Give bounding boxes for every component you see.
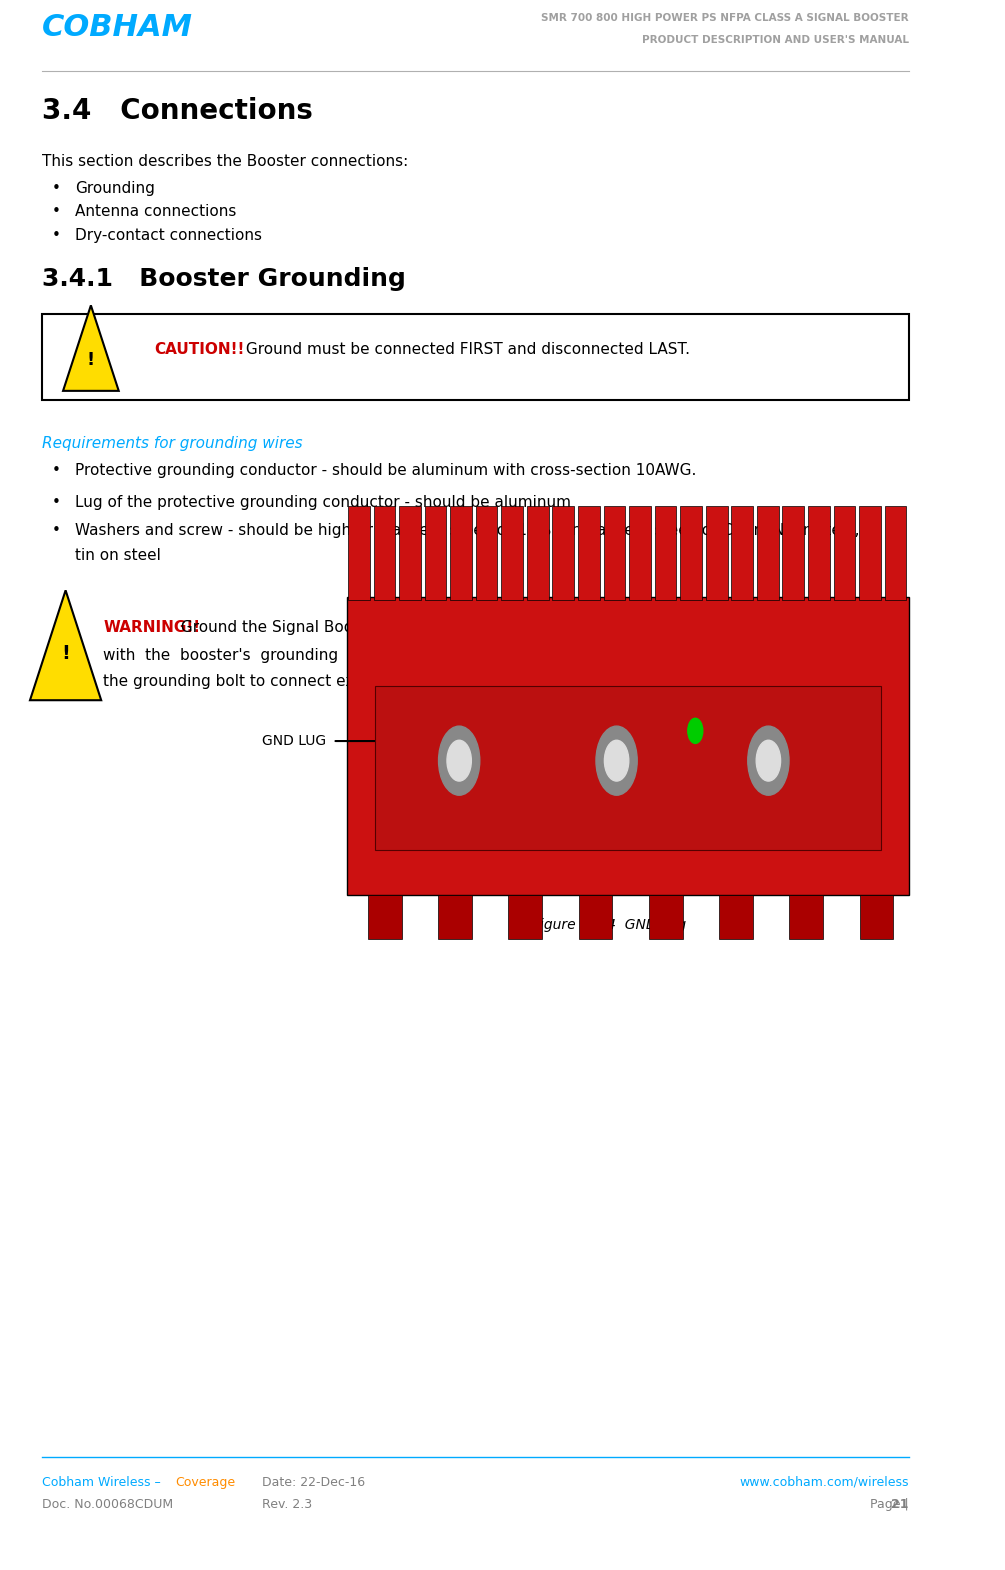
FancyBboxPatch shape [654, 506, 676, 600]
FancyBboxPatch shape [757, 506, 779, 600]
Circle shape [447, 739, 471, 780]
FancyBboxPatch shape [783, 506, 804, 600]
Text: CAUTION!!: CAUTION!! [155, 342, 245, 356]
Text: Figure  3-14  GND Lug: Figure 3-14 GND Lug [532, 918, 686, 933]
Circle shape [687, 719, 702, 744]
FancyBboxPatch shape [808, 506, 830, 600]
Text: 3.4.1   Booster Grounding: 3.4.1 Booster Grounding [42, 267, 406, 290]
Text: Grounding: Grounding [75, 181, 155, 196]
Text: Rev. 2.3: Rev. 2.3 [262, 1498, 313, 1510]
Text: Ground the Signal Booster: Ground the Signal Booster [176, 620, 383, 636]
FancyBboxPatch shape [720, 895, 753, 939]
Text: 3.4   Connections: 3.4 Connections [42, 97, 313, 126]
Text: Protective grounding conductor - should be aluminum with cross-section 10AWG.: Protective grounding conductor - should … [75, 463, 696, 479]
FancyBboxPatch shape [579, 895, 612, 939]
Text: Ground must be connected FIRST and disconnected LAST.: Ground must be connected FIRST and disco… [241, 342, 689, 356]
FancyBboxPatch shape [347, 597, 909, 895]
Text: WARNING!!: WARNING!! [104, 620, 200, 636]
Text: tin on steel: tin on steel [75, 548, 161, 564]
Text: Page |: Page | [869, 1498, 913, 1510]
FancyBboxPatch shape [680, 506, 701, 600]
FancyBboxPatch shape [859, 895, 893, 939]
Text: GND LUG: GND LUG [262, 735, 327, 747]
Text: www.cobham.com/wireless: www.cobham.com/wireless [740, 1476, 909, 1488]
FancyBboxPatch shape [859, 506, 880, 600]
Text: !: ! [61, 644, 70, 663]
Text: •: • [51, 228, 60, 243]
Text: Lug of the protective grounding conductor - should be aluminum: Lug of the protective grounding conducto… [75, 495, 571, 510]
FancyBboxPatch shape [604, 506, 625, 600]
FancyBboxPatch shape [374, 506, 395, 600]
FancyBboxPatch shape [884, 506, 907, 600]
FancyBboxPatch shape [425, 506, 446, 600]
Text: This section describes the Booster connections:: This section describes the Booster conne… [42, 154, 408, 170]
FancyBboxPatch shape [375, 686, 880, 851]
Text: Washers and screw - should be high Cr stainless steel, or 12%  Cr stainless stee: Washers and screw - should be high Cr st… [75, 523, 859, 539]
Circle shape [756, 739, 781, 780]
FancyBboxPatch shape [706, 506, 728, 600]
FancyBboxPatch shape [450, 506, 472, 600]
Text: SMR 700 800 HIGH POWER PS NFPA CLASS A SIGNAL BOOSTER: SMR 700 800 HIGH POWER PS NFPA CLASS A S… [542, 13, 909, 22]
FancyBboxPatch shape [368, 895, 402, 939]
FancyBboxPatch shape [527, 506, 549, 600]
Text: the grounding bolt to connect external devices.: the grounding bolt to connect external d… [104, 674, 467, 689]
FancyBboxPatch shape [833, 506, 855, 600]
Text: •: • [51, 181, 60, 196]
FancyBboxPatch shape [42, 314, 909, 400]
Text: Requirements for grounding wires: Requirements for grounding wires [42, 436, 303, 452]
Text: •: • [51, 463, 60, 479]
Polygon shape [63, 305, 119, 391]
FancyBboxPatch shape [629, 506, 651, 600]
FancyBboxPatch shape [438, 895, 471, 939]
Text: Coverage: Coverage [175, 1476, 235, 1488]
FancyBboxPatch shape [649, 895, 682, 939]
FancyBboxPatch shape [732, 506, 753, 600]
FancyBboxPatch shape [501, 506, 523, 600]
FancyBboxPatch shape [348, 506, 370, 600]
Text: 21: 21 [891, 1498, 909, 1510]
Text: Cobham Wireless –: Cobham Wireless – [42, 1476, 165, 1488]
Circle shape [748, 725, 789, 794]
Text: Date: 22-Dec-16: Date: 22-Dec-16 [262, 1476, 366, 1488]
FancyBboxPatch shape [509, 895, 542, 939]
Polygon shape [30, 590, 102, 700]
Text: Antenna connections: Antenna connections [75, 204, 236, 220]
Text: !: ! [86, 350, 94, 369]
FancyBboxPatch shape [790, 895, 823, 939]
Circle shape [604, 739, 629, 780]
FancyBboxPatch shape [475, 506, 497, 600]
FancyBboxPatch shape [578, 506, 600, 600]
FancyBboxPatch shape [553, 506, 574, 600]
Text: with  the  booster's  grounding  bolt.    Do  not  use: with the booster's grounding bolt. Do no… [104, 648, 494, 664]
Circle shape [438, 725, 479, 794]
Text: •: • [51, 495, 60, 510]
Text: •: • [51, 204, 60, 220]
Text: •: • [51, 523, 60, 539]
Text: Doc. No.00068CDUM: Doc. No.00068CDUM [42, 1498, 173, 1510]
FancyBboxPatch shape [399, 506, 421, 600]
Text: PRODUCT DESCRIPTION AND USER'S MANUAL: PRODUCT DESCRIPTION AND USER'S MANUAL [642, 35, 909, 44]
Text: COBHAM: COBHAM [42, 13, 193, 41]
Circle shape [596, 725, 637, 794]
Text: Dry-contact connections: Dry-contact connections [75, 228, 262, 243]
